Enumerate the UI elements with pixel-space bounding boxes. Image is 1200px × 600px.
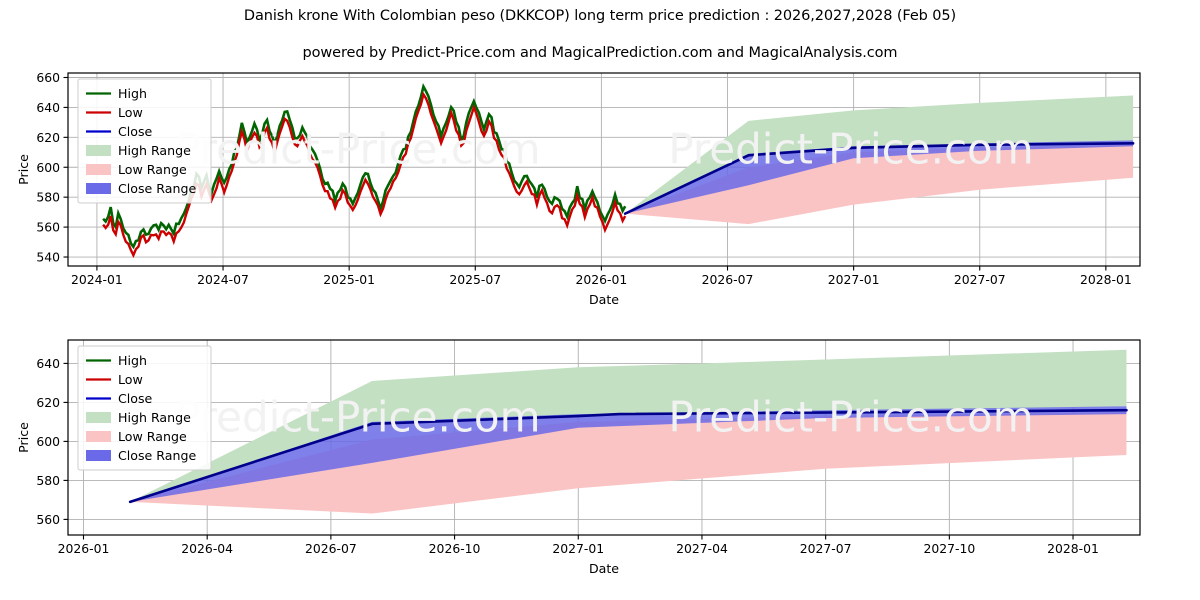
axes: 540 560 580 600 620 640 660 2024-01 2024-07 2025-…: [16, 70, 1141, 307]
y-tick-label: 540: [36, 250, 60, 265]
x-tick-label: 2024-07: [197, 272, 249, 287]
x-tick-label: 2028-01: [1047, 541, 1099, 556]
y-tick-label: 640: [36, 356, 60, 371]
x-axis-label: Date: [589, 292, 619, 307]
y-tick-label: 600: [36, 160, 60, 175]
legend-item-label: High: [118, 86, 147, 101]
y-tick-label: 660: [36, 70, 60, 85]
legend-item-label: Low Range: [118, 162, 187, 177]
page-title: Danish krone With Colombian peso (DKKCOP…: [243, 8, 957, 24]
legend-item-label: Low Range: [118, 429, 187, 444]
y-tick-label: 640: [36, 100, 60, 115]
x-tick-label: 2028-01: [1080, 272, 1132, 287]
x-tick-label: 2027-01: [828, 272, 880, 287]
legend-item-label: Close Range: [118, 181, 196, 196]
top-chart-canvas: 540 560 580 600 620 640 660 2024-01 2024-07 2025-…: [16, 70, 1141, 307]
y-tick-label: 580: [36, 473, 60, 488]
y-tick-label: 580: [36, 190, 60, 205]
high-range-band: [130, 349, 1127, 502]
chart-legend: High Low Close High Range Low Range Close Ran…: [77, 345, 212, 471]
x-tick-label: 2024-01: [71, 272, 123, 287]
y-axis-label: Price: [16, 154, 31, 185]
legend-patch-swatch: [86, 164, 111, 175]
legend-item-label: Low: [118, 105, 143, 120]
x-tick-label: 2026-07: [702, 272, 754, 287]
close-range-band: [130, 406, 1127, 502]
legend-patch-swatch: [86, 431, 111, 442]
x-tick-label: 2026-01: [58, 541, 110, 556]
bottom-chart-canvas: 560 580 600 620 640 2026-01 2026-04 2026-07 2026…: [16, 339, 1141, 576]
close-range-band: [625, 140, 1134, 214]
x-tick-label: 2027-07: [800, 541, 852, 556]
watermark-text: Predict-Price.com: [668, 393, 1033, 442]
legend-item-label: Close: [118, 391, 153, 406]
y-axis-label: Price: [16, 422, 31, 453]
bottom-chart-panel: 560 580 600 620 640 2026-01 2026-04 2026-07 2026…: [0, 320, 1200, 600]
legend-box: [77, 345, 212, 471]
x-tick-label: 2027-07: [954, 272, 1006, 287]
low-range-band: [130, 412, 1127, 514]
watermark-text: Predict-Price.com: [175, 393, 540, 442]
legend-patch-swatch: [86, 450, 111, 461]
x-tick-label: 2025-01: [323, 272, 375, 287]
x-tick-label: 2026-04: [181, 541, 233, 556]
y-tick-label: 620: [36, 395, 60, 410]
watermark-text: Predict-Price.com: [175, 125, 540, 174]
legend-item-label: Close: [118, 124, 153, 139]
legend-box: [77, 78, 212, 204]
plot-frame: [67, 339, 1141, 536]
legend-patch-swatch: [86, 145, 111, 156]
x-tick-label: 2026-07: [305, 541, 357, 556]
watermark-group: Predict-Price.com Predict-Price.com: [175, 393, 1033, 442]
close-forecast-line: [623, 142, 1135, 215]
axes: 560 580 600 620 640 2026-01 2026-04 2026-07 2026…: [16, 339, 1141, 576]
legend-item-label: High: [118, 353, 147, 368]
x-tick-label: 2027-01: [552, 541, 604, 556]
low-range-band: [625, 144, 1134, 225]
legend-patch-swatch: [86, 183, 111, 194]
legend-item-label: High Range: [118, 143, 191, 158]
watermark-text: Predict-Price.com: [668, 125, 1033, 174]
legend-item-label: Low: [118, 372, 143, 387]
x-axis-label: Date: [589, 561, 619, 576]
top-chart-panel: 540 560 580 600 620 640 660 2024-01 2024-07 2025-…: [16, 70, 1141, 307]
plot-area: [128, 349, 1128, 514]
x-tick-label: 2026-01: [575, 272, 627, 287]
close-forecast-line: [128, 408, 1128, 504]
watermark-group: Predict-Price.com Predict-Price.com: [175, 125, 1033, 174]
legend-item-label: Close Range: [118, 448, 196, 463]
y-tick-label: 620: [36, 130, 60, 145]
legend-patch-swatch: [86, 412, 111, 423]
y-tick-label: 560: [36, 220, 60, 235]
high-range-band: [625, 95, 1134, 214]
chart-legend: High Low Close High Range Low Range Close Ran…: [77, 78, 212, 204]
y-tick-label: 560: [36, 512, 60, 527]
plot-frame: [67, 72, 1141, 267]
x-tick-label: 2027-04: [676, 541, 728, 556]
x-tick-label: 2027-10: [923, 541, 975, 556]
plot-area: [102, 82, 1135, 259]
legend-item-label: High Range: [118, 410, 191, 425]
page-subtitle: powered by Predict-Price.com and Magical…: [302, 45, 898, 61]
x-tick-label: 2026-10: [429, 541, 481, 556]
x-tick-label: 2025-07: [449, 272, 501, 287]
y-tick-label: 600: [36, 434, 60, 449]
